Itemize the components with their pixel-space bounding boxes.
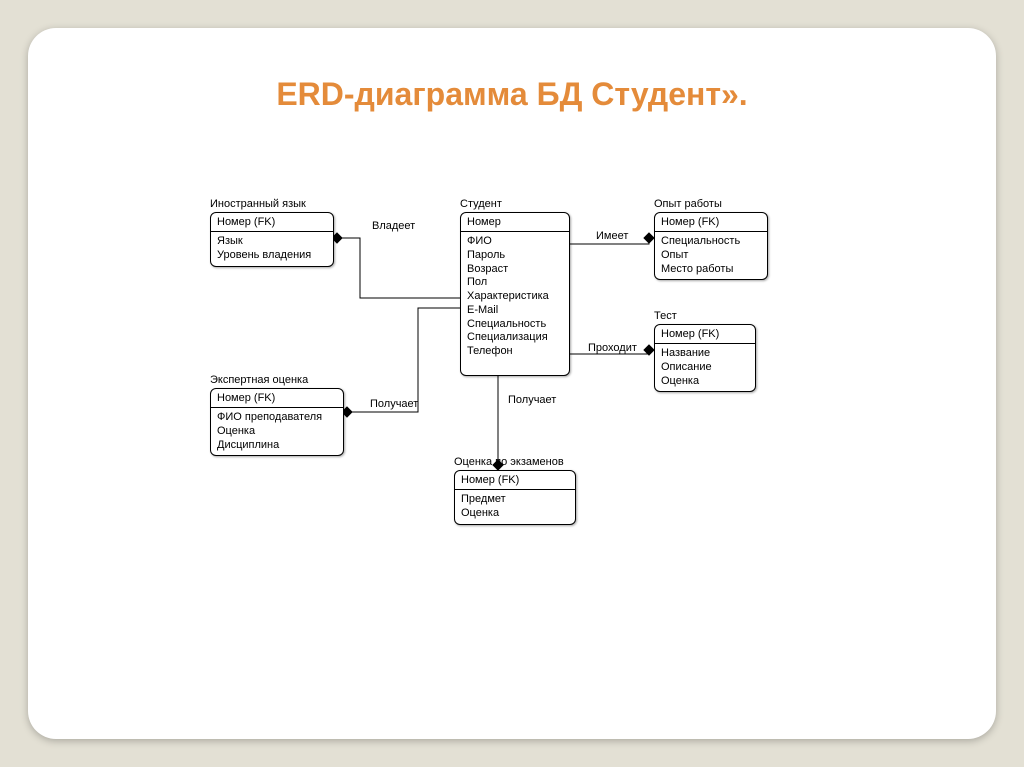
- entity-experience: Номер (FK) Специальность Опыт Место рабо…: [654, 212, 768, 280]
- attr: Язык: [217, 235, 327, 249]
- entity-title-expert: Экспертная оценка: [210, 374, 308, 386]
- attr: Дисциплина: [217, 439, 337, 453]
- attr: Опыт: [661, 249, 761, 263]
- attr: Предмет: [461, 493, 569, 507]
- erd-diagram: Иностранный язык Номер (FK) Язык Уровень…: [198, 198, 878, 608]
- attrs: Язык Уровень владения: [211, 232, 333, 266]
- attr: Название: [661, 347, 749, 361]
- edge-poluchaet-expert: [347, 308, 460, 412]
- attrs: ФИО преподавателя Оценка Дисциплина: [211, 408, 343, 455]
- attr: Возраст: [467, 263, 563, 277]
- attrs: ФИО Пароль Возраст Пол Характеристика E-…: [461, 232, 569, 362]
- attrs: Название Описание Оценка: [655, 344, 755, 391]
- attr: Характеристика: [467, 290, 563, 304]
- diamond-imeet: [644, 233, 654, 243]
- entity-title-student: Студент: [460, 198, 502, 210]
- attr: Оценка: [661, 375, 749, 389]
- pk: Номер: [461, 213, 569, 232]
- attr: Специальность: [661, 235, 761, 249]
- entity-expert: Номер (FK) ФИО преподавателя Оценка Дисц…: [210, 388, 344, 456]
- pk: Номер (FK): [211, 213, 333, 232]
- rel-label-poluchaet-expert: Получает: [370, 398, 418, 410]
- pk: Номер (FK): [655, 213, 767, 232]
- pk: Номер (FK): [211, 389, 343, 408]
- attr: E-Mail: [467, 304, 563, 318]
- pk: Номер (FK): [655, 325, 755, 344]
- entity-title-experience: Опыт работы: [654, 198, 722, 210]
- attr: Специализация: [467, 331, 563, 345]
- attr: Пароль: [467, 249, 563, 263]
- attr: Оценка: [217, 425, 337, 439]
- rel-label-imeet: Имеет: [596, 230, 628, 242]
- attr: Уровень владения: [217, 249, 327, 263]
- entity-title-test: Тест: [654, 310, 677, 322]
- rel-label-poluchaet-exam: Получает: [508, 394, 556, 406]
- attr: Описание: [661, 361, 749, 375]
- rel-label-prohodit: Проходит: [588, 342, 637, 354]
- entity-title-foreign-lang: Иностранный язык: [210, 198, 306, 210]
- entity-test: Номер (FK) Название Описание Оценка: [654, 324, 756, 392]
- attr: Место работы: [661, 263, 761, 277]
- attr: Пол: [467, 276, 563, 290]
- entity-student: Номер ФИО Пароль Возраст Пол Характерист…: [460, 212, 570, 376]
- edge-vladeet: [337, 238, 460, 298]
- rel-label-vladeet: Владеет: [372, 220, 415, 232]
- attr: Оценка: [461, 507, 569, 521]
- slide-title: ERD-диаграмма БД Студент».: [28, 76, 996, 113]
- entity-title-exam: Оценка по экзаменов: [454, 456, 564, 468]
- attr: ФИО: [467, 235, 563, 249]
- attr: Телефон: [467, 345, 563, 359]
- attr: Специальность: [467, 318, 563, 332]
- slide-card: ERD-диаграмма БД Студент». Иностранный я…: [28, 28, 996, 739]
- pk: Номер (FK): [455, 471, 575, 490]
- attrs: Специальность Опыт Место работы: [655, 232, 767, 279]
- entity-exam: Номер (FK) Предмет Оценка: [454, 470, 576, 525]
- entity-foreign-lang: Номер (FK) Язык Уровень владения: [210, 212, 334, 267]
- attr: ФИО преподавателя: [217, 411, 337, 425]
- attrs: Предмет Оценка: [455, 490, 575, 524]
